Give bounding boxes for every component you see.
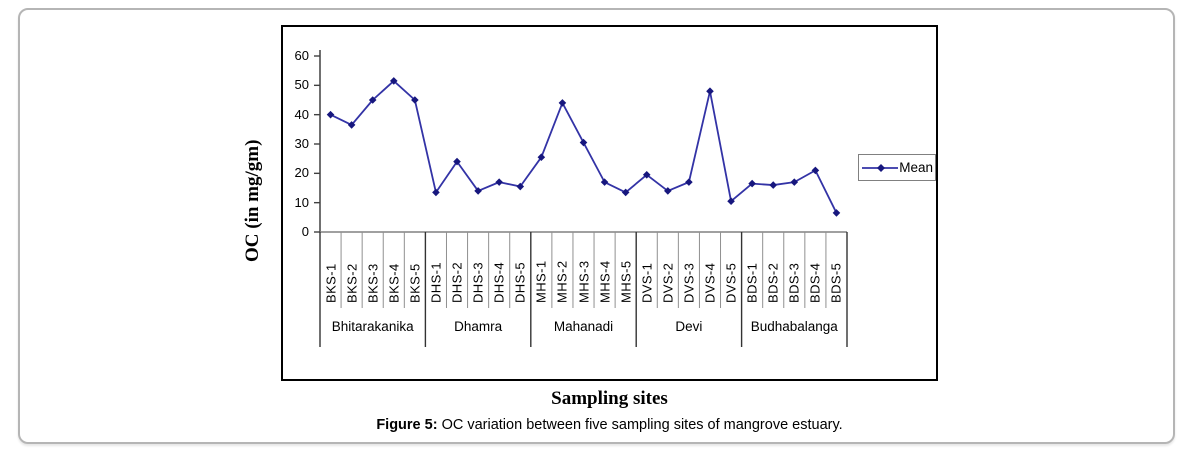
y-tick-label: 40: [294, 106, 309, 122]
data-point-marker: [811, 166, 820, 175]
data-point-marker: [727, 197, 735, 205]
x-tick-label: DVS-2: [660, 262, 676, 303]
data-point-marker: [706, 87, 714, 95]
x-tick-label: DVS-1: [639, 262, 655, 303]
data-point-marker: [495, 178, 503, 186]
data-point-marker: [389, 77, 398, 85]
x-group-label: Dhamra: [454, 319, 503, 334]
x-tick-label: BKS-4: [386, 263, 402, 303]
x-group-label: Devi: [675, 319, 703, 334]
x-tick-label: BKS-1: [323, 263, 339, 303]
y-tick-label: 0: [301, 224, 309, 239]
legend: Mean: [858, 154, 936, 181]
line-plot: [314, 50, 848, 347]
x-tick-label: DHS-5: [512, 261, 528, 303]
x-tick-label: BDS-5: [828, 262, 844, 303]
caption-label: Figure 5:: [376, 417, 438, 433]
y-tick-label: 10: [294, 194, 309, 210]
data-point-marker: [790, 178, 799, 186]
y-tick-label: 30: [294, 136, 309, 151]
x-tick-label: MHS-4: [597, 260, 613, 303]
data-point-marker: [326, 110, 335, 119]
x-tick-label: BDS-1: [744, 262, 760, 303]
x-tick-label: DVS-5: [723, 262, 739, 303]
x-tick-label: MHS-5: [618, 260, 634, 303]
x-tick-label: DHS-1: [428, 261, 444, 303]
x-tick-label: DHS-2: [449, 261, 465, 303]
data-point-marker: [748, 179, 756, 188]
x-tick-label: BDS-4: [807, 262, 823, 303]
data-point-marker: [642, 171, 651, 179]
x-group-label: Mahanadi: [553, 319, 614, 334]
x-tick-label: DVS-4: [702, 262, 718, 303]
y-tick-label: 20: [294, 165, 309, 181]
data-point-marker: [347, 121, 356, 129]
data-point-marker: [769, 181, 778, 189]
data-point-marker: [411, 96, 419, 104]
caption-text: OC variation between five sampling sites…: [437, 417, 843, 433]
data-point-marker: [537, 153, 546, 161]
x-tick-label: MHS-1: [533, 260, 549, 303]
data-point-marker: [432, 188, 440, 197]
x-tick-label: DHS-4: [491, 261, 507, 303]
y-tick-label: 60: [294, 48, 309, 63]
chart-area: 0 10 20 30 40 50 60 BKS-1 BKS-2 BKS-3 BKS-4 BKS-5 D…: [281, 25, 938, 381]
legend-line-marker-icon: [862, 163, 899, 172]
x-group-label: Bhitarakanika: [331, 319, 414, 334]
figure-frame: [18, 8, 1175, 444]
y-axis-title: OC (in mg/gm): [242, 139, 263, 263]
x-tick-label: BKS-5: [407, 263, 423, 303]
mean-line: [330, 80, 838, 214]
x-tick-label: BDS-2: [765, 262, 781, 303]
data-point-marker: [664, 187, 672, 195]
x-tick-label: BKS-2: [344, 263, 360, 303]
figure-caption: Figure 5: OC variation between five samp…: [281, 417, 938, 433]
x-tick-label: DVS-3: [681, 262, 697, 303]
data-point-marker: [600, 178, 609, 186]
x-axis-title: Sampling sites: [551, 388, 668, 409]
y-tick-label: 50: [294, 77, 309, 93]
x-tick-label: MHS-2: [554, 260, 570, 303]
legend-label: Mean: [899, 160, 933, 175]
x-tick-label: BDS-3: [786, 262, 802, 303]
x-tick-label: DHS-3: [470, 261, 486, 303]
data-point-marker: [621, 188, 630, 197]
data-point-marker: [685, 178, 693, 186]
x-group-label: Budhabalanga: [750, 319, 838, 334]
data-point-marker: [453, 157, 461, 166]
x-tick-label: MHS-3: [576, 260, 591, 303]
data-point-marker: [558, 99, 567, 107]
data-point-marker: [579, 138, 588, 147]
data-point-marker: [474, 187, 482, 195]
data-point-marker: [832, 209, 841, 217]
x-tick-label: BKS-3: [365, 263, 381, 303]
